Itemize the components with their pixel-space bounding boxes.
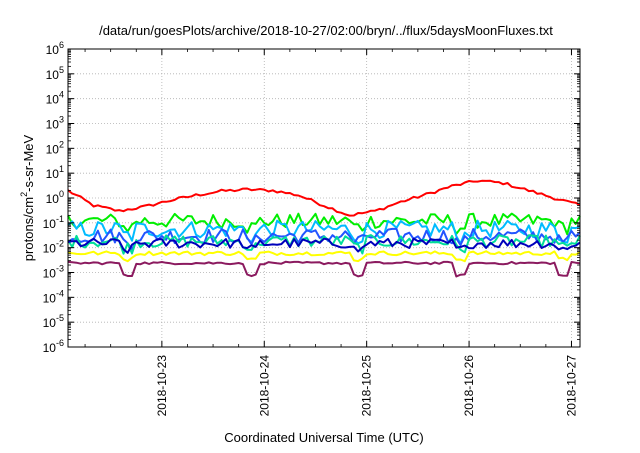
y-tick-label: 10-1 — [43, 214, 64, 231]
y-tick-label: 104 — [46, 90, 64, 107]
y-tick-label: 105 — [46, 65, 64, 82]
y-tick-label: 103 — [46, 115, 64, 132]
y-tick-label-exp: -1 — [56, 214, 64, 224]
y-axis-label-rest: -s-sr-MeV — [21, 134, 36, 191]
y-tick-label: 10-4 — [43, 288, 64, 305]
y-tick-label: 101 — [46, 164, 64, 181]
grid-layer — [68, 49, 580, 347]
series-line-7 — [67, 260, 581, 278]
y-axis-label: protons/cm2-s-sr-MeV — [19, 134, 36, 261]
y-tick-label: 100 — [46, 189, 64, 206]
y-tick-label-base: 10 — [43, 341, 57, 355]
y-axis-ticks: 10-610-510-410-310-210-11001011021031041… — [43, 40, 580, 355]
series-line-1 — [67, 212, 581, 236]
y-tick-label-exp: -4 — [56, 288, 64, 298]
x-tick-label: 2018-10-25 — [360, 355, 374, 417]
y-tick-label-base: 10 — [46, 167, 60, 181]
y-tick-label-base: 10 — [46, 43, 60, 57]
y-tick-label-exp: 4 — [59, 90, 64, 100]
x-tick-label: 2018-10-27 — [564, 355, 578, 417]
y-tick-label: 10-3 — [43, 264, 64, 281]
x-axis-label: Coordinated Universal Time (UTC) — [224, 430, 423, 445]
y-tick-label-base: 10 — [43, 267, 57, 281]
y-tick-label-exp: 5 — [59, 65, 64, 75]
x-tick-label: 2018-10-26 — [462, 355, 476, 417]
series-line-0 — [67, 179, 581, 217]
series-line-4 — [67, 234, 581, 255]
y-tick-label-base: 10 — [46, 118, 60, 132]
y-tick-label-base: 10 — [46, 192, 60, 206]
y-axis-label-exp: 2 — [19, 192, 29, 197]
y-tick-label-exp: 3 — [59, 115, 64, 125]
y-tick-label-base: 10 — [46, 93, 60, 107]
x-axis-ticks: 2018-10-23 2018-10-24 2018-10-25 2018-10-26… — [84, 49, 578, 417]
y-tick-label: 106 — [46, 40, 64, 57]
y-tick-label-exp: -6 — [56, 338, 64, 348]
y-tick-label-base: 10 — [43, 242, 57, 256]
y-tick-label: 10-6 — [43, 338, 64, 355]
x-tick-label: 2018-10-23 — [155, 355, 169, 417]
y-axis-label-base: protons/cm — [21, 197, 36, 261]
series-layer — [67, 179, 581, 278]
y-tick-label-base: 10 — [46, 68, 60, 82]
y-tick-label-exp: -3 — [56, 264, 64, 274]
y-tick-label-exp: -2 — [56, 239, 64, 249]
series-line-5 — [67, 237, 581, 254]
y-tick-label-base: 10 — [46, 142, 60, 156]
y-tick-label: 102 — [46, 139, 64, 156]
y-tick-label-exp: -5 — [56, 313, 64, 323]
chart-title: /data/run/goesPlots/archive/2018-10-27/0… — [99, 23, 553, 38]
y-tick-label-exp: 6 — [59, 40, 64, 50]
y-tick-label: 10-2 — [43, 239, 64, 256]
x-tick-label: 2018-10-24 — [257, 355, 271, 417]
y-tick-label: 10-5 — [43, 313, 64, 330]
y-tick-label-base: 10 — [43, 316, 57, 330]
series-line-6 — [67, 250, 581, 263]
y-tick-label-exp: 2 — [59, 139, 64, 149]
y-tick-label-base: 10 — [43, 291, 57, 305]
y-tick-label-exp: 1 — [59, 164, 64, 174]
y-tick-label-exp: 0 — [59, 189, 64, 199]
y-tick-label-base: 10 — [43, 217, 57, 231]
